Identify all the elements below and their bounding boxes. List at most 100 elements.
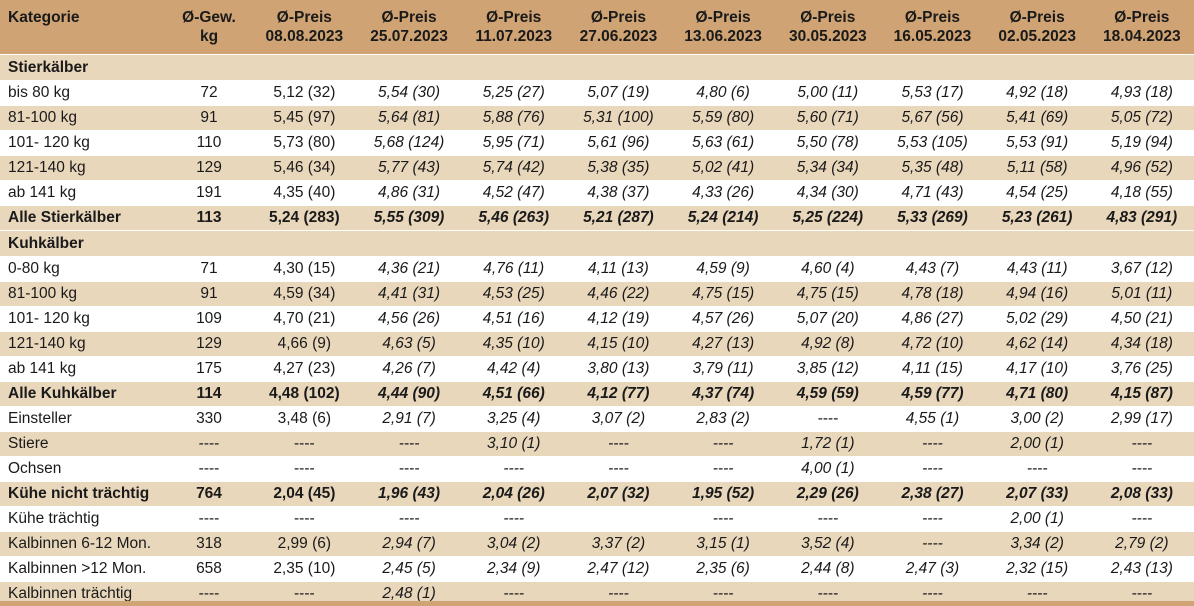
category-cell: Kühe trächtig: [0, 506, 166, 532]
header-line-1: Ø-Preis: [590, 9, 646, 26]
price-cell: 2,04 (26): [461, 481, 567, 507]
table-row: Stiere ---- ---- ---- 3,10 (1) ---- ---- 1,72 (…: [0, 431, 1194, 457]
table-row: Ochsen ---- ---- ---- ---- ---- ---- 4,00 (1) --…: [0, 456, 1194, 482]
weight-cell: 658: [166, 556, 252, 582]
price-cell: 4,62 (14): [984, 331, 1090, 357]
weight-cell: 129: [166, 155, 252, 181]
price-cell: 2,83 (2): [670, 406, 776, 432]
header-line-2: kg: [199, 28, 219, 45]
category-cell: 121-140 kg: [0, 155, 166, 181]
price-cell: 3,37 (2): [566, 531, 671, 557]
category-cell: Kalbinnen 6-12 Mon.: [0, 531, 166, 557]
price-cell: [356, 230, 462, 257]
price-cell: 2,35 (6): [670, 556, 776, 582]
total-row: Alle Kuhkälber 114 4,48 (102) 4,44 (90) 4,51…: [0, 381, 1194, 407]
price-cell: 5,53 (91): [984, 130, 1090, 156]
header-line-1: Ø-Preis: [695, 9, 751, 26]
category-cell: 121-140 kg: [0, 331, 166, 357]
weight-cell: 764: [166, 481, 252, 507]
price-cell: [356, 54, 462, 81]
price-cell: 2,99 (6): [252, 531, 357, 557]
total-row: Kühe nicht trächtig 764 2,04 (45) 1,96 (43)…: [0, 481, 1194, 507]
table-row: Kalbinnen 6-12 Mon. 318 2,99 (6) 2,94 (7) 3,…: [0, 531, 1194, 557]
price-cell: 4,59 (34): [252, 281, 357, 307]
price-cell: 4,75 (15): [775, 281, 881, 307]
price-cell: 4,30 (15): [252, 256, 357, 282]
price-cell: 3,00 (2): [984, 406, 1090, 432]
price-cell: 2,07 (32): [566, 481, 671, 507]
price-cell: 2,29 (26): [775, 481, 881, 507]
section-header-row: Kuhkälber: [0, 230, 1194, 257]
price-cell: [775, 230, 881, 257]
price-cell: 4,54 (25): [984, 180, 1090, 206]
price-cell: 4,53 (25): [461, 281, 567, 307]
weight-cell: 91: [166, 105, 252, 131]
weight-cell: 318: [166, 531, 252, 557]
price-cell: 4,43 (7): [880, 256, 985, 282]
table-row: bis 80 kg 72 5,12 (32) 5,54 (30) 5,25 (27) 5,…: [0, 80, 1194, 106]
price-cell: ----: [566, 456, 671, 482]
header-line-2: 02.05.2023: [998, 28, 1076, 45]
price-cell: 1,72 (1): [775, 431, 881, 457]
header-line-2: 08.08.2023: [265, 28, 344, 45]
price-cell: 4,56 (26): [356, 306, 462, 332]
header-line-1: Ø-Preis: [800, 9, 856, 26]
price-cell: 4,42 (4): [461, 356, 567, 382]
price-cell: ----: [775, 506, 881, 532]
weight-cell: [166, 54, 252, 81]
header-preis-date: Ø-Preis 11.07.2023: [461, 0, 567, 55]
price-cell: 4,33 (26): [670, 180, 776, 206]
price-cell: 5,63 (61): [670, 130, 776, 156]
price-cell: 4,34 (30): [775, 180, 881, 206]
price-cell: ----: [252, 506, 357, 532]
weight-cell: 109: [166, 306, 252, 332]
category-cell: Kuhkälber: [0, 230, 166, 257]
price-cell: 3,48 (6): [252, 406, 357, 432]
price-cell: [566, 230, 671, 257]
price-cell: 4,83 (291): [1089, 205, 1194, 231]
table-bottom-rule: [0, 601, 1194, 606]
price-cell: 2,32 (15): [984, 556, 1090, 582]
price-cell: 5,05 (72): [1089, 105, 1194, 131]
price-cell: 2,47 (3): [880, 556, 985, 582]
header-line-2: 27.06.2023: [579, 28, 658, 45]
table-row: 121-140 kg 129 4,66 (9) 4,63 (5) 4,35 (10) 4,…: [0, 331, 1194, 357]
category-cell: Stierkälber: [0, 54, 166, 81]
category-cell: Alle Kuhkälber: [0, 381, 166, 407]
header-line-1: Ø-Preis: [486, 9, 542, 26]
weight-cell: 110: [166, 130, 252, 156]
price-cell: 5,77 (43): [356, 155, 462, 181]
price-cell: 4,15 (87): [1089, 381, 1194, 407]
price-cell: 5,25 (224): [775, 205, 881, 231]
price-cell: 5,24 (214): [670, 205, 776, 231]
price-cell: 3,76 (25): [1089, 356, 1194, 382]
price-cell: [461, 54, 567, 81]
price-cell: [880, 54, 985, 81]
price-cell: 5,11 (58): [984, 155, 1090, 181]
price-cell: ----: [461, 506, 567, 532]
price-cell: 5,46 (263): [461, 205, 567, 231]
header-preis-date: Ø-Preis 16.05.2023: [880, 0, 985, 55]
price-cell: ----: [566, 431, 671, 457]
price-cell: [984, 230, 1090, 257]
price-cell: 5,53 (105): [880, 130, 985, 156]
header-row: Kategorie Ø-Gew. kg Ø-Preis 08.08.2023 Ø-P…: [0, 0, 1194, 55]
price-cell: 5,61 (96): [566, 130, 671, 156]
weight-cell: 113: [166, 205, 252, 231]
header-line-2: 13.06.2023: [684, 28, 762, 45]
price-cell: [984, 54, 1090, 81]
price-cell: 5,02 (29): [984, 306, 1090, 332]
header-preis-date: Ø-Preis 18.04.2023: [1089, 0, 1194, 55]
price-cell: 4,11 (15): [880, 356, 985, 382]
header-line-2: 11.07.2023: [475, 28, 553, 45]
price-cell: 5,12 (32): [252, 80, 357, 106]
category-cell: 0-80 kg: [0, 256, 166, 282]
price-cell: [1089, 230, 1194, 257]
price-cell: 3,07 (2): [566, 406, 671, 432]
price-cell: 4,59 (77): [880, 381, 985, 407]
table-body: Stierkälber bis 80 kg 72 5,12 (32) 5,54 (30)…: [0, 54, 1194, 606]
price-cell: [252, 230, 357, 257]
price-cell: 4,78 (18): [880, 281, 985, 307]
table-row: 0-80 kg 71 4,30 (15) 4,36 (21) 4,76 (11) 4,11…: [0, 256, 1194, 282]
price-cell: 5,02 (41): [670, 155, 776, 181]
